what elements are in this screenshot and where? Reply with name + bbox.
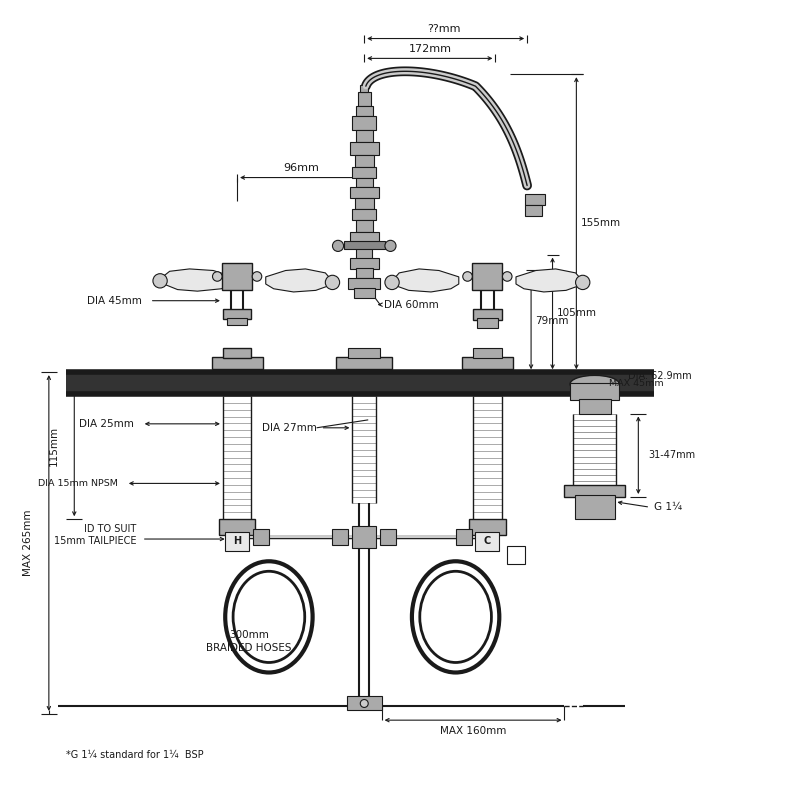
Bar: [66, 372, 654, 394]
Bar: [354, 288, 374, 298]
Bar: [360, 86, 368, 92]
Text: DIA 27mm: DIA 27mm: [262, 423, 317, 433]
Circle shape: [385, 240, 396, 251]
Bar: [226, 532, 249, 551]
Bar: [475, 532, 499, 551]
Bar: [253, 529, 269, 545]
Bar: [473, 348, 502, 358]
Text: ID TO SUIT: ID TO SUIT: [84, 525, 136, 534]
Text: DIA 45mm: DIA 45mm: [87, 296, 142, 306]
Bar: [337, 357, 392, 369]
Circle shape: [385, 275, 399, 290]
Bar: [473, 310, 502, 320]
Circle shape: [333, 240, 343, 251]
Bar: [350, 142, 378, 155]
Ellipse shape: [233, 571, 305, 662]
Ellipse shape: [241, 582, 297, 653]
Text: 96mm: 96mm: [282, 163, 318, 173]
Text: DIA 25mm: DIA 25mm: [79, 419, 134, 429]
Text: 115mm: 115mm: [48, 426, 58, 466]
Bar: [565, 485, 625, 497]
Text: 15mm TAILPIECE: 15mm TAILPIECE: [54, 537, 136, 546]
Bar: [354, 155, 374, 167]
Bar: [350, 187, 378, 198]
Bar: [212, 357, 262, 369]
Text: MAX 265mm: MAX 265mm: [23, 510, 33, 576]
Bar: [356, 248, 372, 258]
Text: 172mm: 172mm: [409, 44, 452, 54]
Circle shape: [153, 274, 167, 288]
Text: DIA. 62.9mm: DIA. 62.9mm: [628, 371, 692, 381]
Bar: [352, 526, 376, 548]
Bar: [228, 534, 246, 543]
Text: ??mm: ??mm: [427, 24, 461, 34]
Text: 31-47mm: 31-47mm: [649, 450, 696, 460]
Ellipse shape: [570, 375, 619, 393]
Bar: [350, 231, 378, 243]
Bar: [507, 546, 525, 564]
Text: DIA 60mm: DIA 60mm: [384, 300, 439, 310]
Bar: [472, 263, 502, 290]
Bar: [478, 534, 497, 543]
Text: G 1¼: G 1¼: [654, 502, 682, 512]
Circle shape: [360, 699, 368, 707]
Bar: [469, 519, 506, 535]
Bar: [346, 695, 382, 710]
Text: 79mm: 79mm: [535, 316, 569, 326]
Polygon shape: [162, 269, 233, 291]
Bar: [352, 116, 376, 130]
Text: H: H: [233, 537, 242, 546]
Bar: [348, 348, 380, 358]
Text: 155mm: 155mm: [580, 218, 621, 228]
Text: MAX 160mm: MAX 160mm: [440, 726, 506, 736]
Bar: [355, 178, 373, 187]
Circle shape: [462, 272, 472, 282]
Text: *G 1¼ standard for 1¼  BSP: *G 1¼ standard for 1¼ BSP: [66, 750, 204, 759]
Bar: [355, 106, 373, 116]
Bar: [578, 399, 610, 414]
Circle shape: [502, 272, 512, 282]
Bar: [348, 278, 380, 289]
Text: BRAIDED HOSES: BRAIDED HOSES: [206, 643, 292, 653]
Bar: [525, 194, 545, 206]
Bar: [462, 357, 513, 369]
Bar: [354, 198, 374, 210]
Bar: [223, 348, 251, 358]
Polygon shape: [394, 269, 458, 292]
Bar: [574, 495, 614, 519]
Text: DIA 15mm NPSM: DIA 15mm NPSM: [38, 479, 118, 488]
Bar: [355, 130, 373, 142]
Bar: [222, 263, 252, 290]
Bar: [355, 268, 373, 278]
Bar: [343, 241, 385, 249]
Text: MAX 45mm: MAX 45mm: [609, 379, 663, 388]
Polygon shape: [516, 269, 581, 292]
Bar: [223, 309, 251, 319]
Bar: [350, 258, 378, 269]
Bar: [358, 92, 370, 106]
Bar: [380, 529, 396, 545]
Text: C: C: [484, 537, 491, 546]
Circle shape: [213, 272, 222, 282]
Polygon shape: [266, 269, 331, 292]
Bar: [352, 167, 376, 178]
Bar: [352, 210, 376, 221]
Bar: [227, 318, 247, 326]
Bar: [219, 519, 255, 535]
Bar: [456, 529, 471, 545]
Text: 300mm: 300mm: [229, 630, 269, 640]
Bar: [570, 382, 619, 400]
Circle shape: [252, 272, 262, 282]
Bar: [477, 318, 498, 328]
Bar: [525, 205, 542, 216]
Circle shape: [575, 275, 590, 290]
Text: 105mm: 105mm: [557, 309, 597, 318]
Ellipse shape: [428, 582, 483, 653]
Bar: [355, 221, 373, 231]
Bar: [333, 529, 348, 545]
Circle shape: [326, 275, 340, 290]
Ellipse shape: [420, 571, 491, 662]
